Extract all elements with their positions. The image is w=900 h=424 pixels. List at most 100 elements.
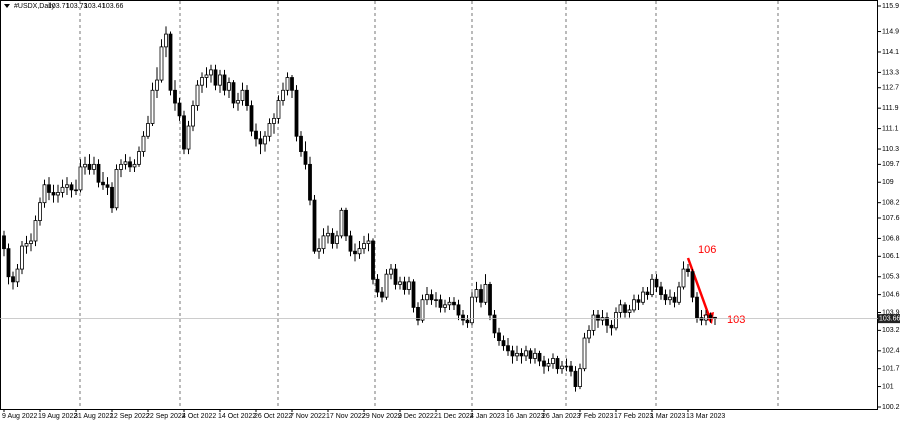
candle-body (348, 235, 353, 252)
candle-body (47, 184, 51, 193)
candle-body (479, 289, 483, 303)
candle-body (344, 209, 348, 237)
candle-body (267, 123, 272, 137)
x-tick-label: 7 Feb 2023 (578, 413, 614, 420)
candle-body (506, 345, 510, 352)
candle-body (420, 299, 425, 321)
candle-body (627, 309, 632, 313)
candle-body (317, 248, 321, 252)
candle-body (128, 161, 132, 168)
x-tick-label: 21 Dec 2022 (434, 413, 474, 420)
candle-body (195, 84, 200, 107)
candle-body (110, 186, 114, 209)
candle-body (569, 365, 573, 372)
candle-body (591, 314, 596, 331)
candle-body (353, 250, 357, 255)
candle-body (285, 77, 290, 91)
x-tick-label: 13 Mar 2023 (686, 413, 725, 420)
candle-body (686, 268, 690, 273)
candle-body (654, 278, 659, 288)
candle-body (492, 314, 497, 334)
candle-body (15, 268, 20, 283)
candle-body (38, 202, 42, 221)
candle-body (24, 243, 29, 247)
candle-body (209, 69, 213, 76)
x-tick-label: 4 Oct 2022 (182, 413, 216, 420)
candle-body (605, 317, 609, 326)
candle-body (29, 240, 33, 244)
candle-body (407, 281, 411, 290)
candle-body (308, 163, 312, 201)
x-tick-label: 1 Mar 2023 (650, 413, 686, 420)
candle-body (434, 299, 438, 301)
y-tick-label: 100.2 (882, 404, 900, 411)
candle-body (510, 350, 515, 357)
candle-body (555, 358, 560, 370)
y-tick-label: 108.2 (882, 200, 900, 207)
candle-body (609, 324, 614, 329)
y-tick-label: 114.1 (882, 49, 899, 56)
candle-body (83, 163, 87, 168)
candle-body (119, 163, 123, 170)
candle-body (114, 169, 119, 209)
annotation: 106 (698, 244, 716, 256)
candle-body (551, 358, 555, 364)
candle-body (528, 350, 533, 359)
candle-body (497, 332, 501, 341)
candle-body (546, 363, 551, 367)
candle-body (663, 294, 668, 301)
y-tick-label: 114.9 (882, 28, 899, 35)
candle-body (708, 314, 713, 319)
candle-body (632, 299, 636, 311)
candle-body (294, 89, 299, 137)
ohlc-open: 103.71 (48, 3, 70, 10)
candle-body (618, 304, 623, 313)
ohlc-low: 103.41 (84, 3, 106, 10)
y-tick-label: 107.6 (882, 215, 900, 222)
candle-body (668, 296, 672, 301)
candle-body (177, 102, 182, 117)
x-tick-label: 7 Nov 2022 (290, 413, 326, 420)
candle-body (150, 89, 155, 124)
x-tick-label: 17 Nov 2022 (326, 413, 366, 420)
ohlc-close: 103.66 (102, 3, 124, 10)
candle-body (429, 294, 434, 301)
candle-body (168, 33, 173, 91)
y-tick-label: 105.3 (882, 274, 900, 281)
candle-body (515, 352, 519, 357)
candle-body (92, 163, 96, 170)
candle-body (411, 281, 416, 308)
candle-body (78, 166, 83, 191)
y-tick-label: 112.7 (882, 85, 899, 92)
x-tick-label: 17 Feb 2023 (614, 413, 653, 420)
candle-body (614, 312, 618, 329)
y-tick-label: 103.2 (882, 327, 900, 334)
candle-body (312, 199, 317, 252)
candle-body (335, 235, 339, 244)
candle-body (380, 291, 384, 298)
candle-body (69, 184, 74, 191)
candle-body (501, 340, 506, 347)
candle-body (299, 135, 303, 152)
y-tick-label: 109.7 (882, 161, 900, 168)
candle-body (681, 268, 686, 288)
candle-body (384, 273, 389, 298)
candle-body (141, 135, 146, 152)
candle-body (375, 278, 380, 293)
x-tick-label: 26 Oct 2022 (254, 413, 292, 420)
menu-icon[interactable] (4, 4, 10, 8)
candle-body (537, 352, 542, 362)
candle-body (488, 284, 492, 316)
candle-body (357, 248, 362, 255)
candle-body (249, 105, 254, 132)
candle-body (452, 301, 456, 306)
candle-body (2, 235, 6, 250)
y-tick-label: 109 (882, 179, 894, 186)
y-tick-label: 106.1 (882, 253, 900, 260)
candle-body (290, 77, 294, 91)
candle-body (636, 299, 641, 303)
candle-body (159, 46, 164, 81)
candle-body (240, 89, 245, 101)
candle-body (533, 352, 537, 359)
candle-body (303, 151, 308, 165)
